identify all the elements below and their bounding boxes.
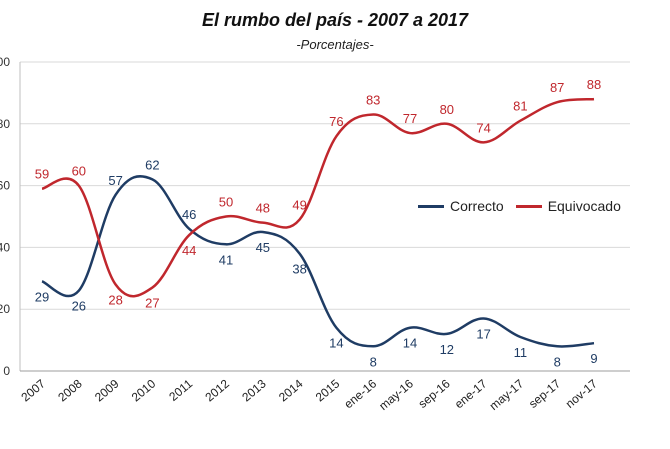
- data-label-correcto: 17: [476, 326, 490, 341]
- y-tick-label: 80: [0, 117, 10, 131]
- y-tick-label: 100: [0, 55, 10, 69]
- data-label-correcto: 12: [440, 342, 454, 357]
- data-label-correcto: 46: [182, 207, 196, 222]
- data-label-correcto: 8: [554, 354, 561, 369]
- x-tick-label: 2010: [129, 376, 159, 404]
- x-tick-label: sep-17: [526, 376, 563, 411]
- series-line-equivocado: [41, 97, 595, 298]
- chart-subtitle: -Porcentajes-: [296, 37, 374, 52]
- x-tick-label: 2009: [92, 376, 122, 404]
- data-label-equivocado: 77: [403, 111, 417, 126]
- data-label-equivocado: 59: [35, 167, 49, 182]
- x-tick-label: 2008: [55, 376, 85, 404]
- data-label-correcto: 14: [403, 336, 417, 351]
- data-label-correcto: 14: [329, 336, 343, 351]
- x-tick-label: sep-16: [416, 376, 453, 411]
- x-tick-label: 2007: [18, 376, 48, 404]
- legend-item-correcto: Correcto: [418, 198, 504, 214]
- data-label-equivocado: 60: [72, 164, 86, 179]
- data-label-correcto: 9: [590, 351, 597, 366]
- legend-swatch-equivocado: [515, 204, 542, 208]
- data-label-correcto: 29: [35, 289, 49, 304]
- data-label-equivocado: 80: [440, 102, 454, 117]
- series-line-correcto: [41, 175, 595, 348]
- data-label-correcto: 11: [514, 345, 528, 360]
- x-tick-label: may-16: [376, 376, 416, 413]
- data-label-equivocado: 27: [145, 296, 159, 311]
- data-label-equivocado: 81: [513, 99, 527, 114]
- x-tick-label: 2012: [202, 376, 232, 404]
- data-label-equivocado: 28: [108, 292, 122, 307]
- data-label-correcto: 38: [292, 262, 306, 277]
- legend-label-equivocado: Equivocado: [547, 198, 621, 214]
- x-tick-label: 2011: [166, 376, 195, 404]
- x-tick-label: ene-17: [452, 376, 490, 411]
- data-label-equivocado: 44: [182, 243, 196, 258]
- data-label-equivocado: 50: [219, 195, 233, 210]
- data-label-correcto: 8: [370, 354, 377, 369]
- data-label-equivocado: 88: [587, 77, 601, 92]
- data-label-equivocado: 76: [329, 114, 343, 129]
- y-tick-label: 40: [0, 240, 10, 254]
- legend-label-correcto: Correcto: [450, 198, 504, 214]
- data-label-correcto: 41: [219, 252, 233, 267]
- data-label-equivocado: 49: [292, 198, 306, 213]
- data-label-correcto: 26: [72, 299, 86, 314]
- x-tick-label: 2015: [313, 376, 343, 404]
- x-tick-label: 2013: [239, 376, 269, 404]
- data-label-equivocado: 87: [550, 80, 564, 95]
- x-tick-label: may-17: [487, 376, 527, 413]
- data-label-correcto: 62: [145, 157, 159, 172]
- data-label-equivocado: 83: [366, 93, 380, 108]
- data-label-correcto: 45: [256, 240, 270, 255]
- data-label-equivocado: 74: [476, 120, 490, 135]
- x-tick-label: nov-17: [563, 376, 600, 411]
- legend-swatch-correcto: [418, 204, 444, 208]
- x-tick-label: ene-16: [341, 376, 379, 411]
- y-tick-label: 60: [0, 179, 10, 193]
- chart-title: El rumbo del país - 2007 a 2017: [201, 10, 469, 30]
- chart-legend: Correcto Equivocado: [418, 198, 633, 214]
- legend-item-equivocado: Equivocado: [515, 198, 621, 214]
- y-tick-label: 20: [0, 302, 10, 316]
- data-label-correcto: 57: [108, 173, 122, 188]
- data-label-equivocado: 48: [256, 201, 270, 216]
- y-tick-label: 0: [3, 364, 10, 378]
- x-tick-label: 2014: [276, 376, 306, 404]
